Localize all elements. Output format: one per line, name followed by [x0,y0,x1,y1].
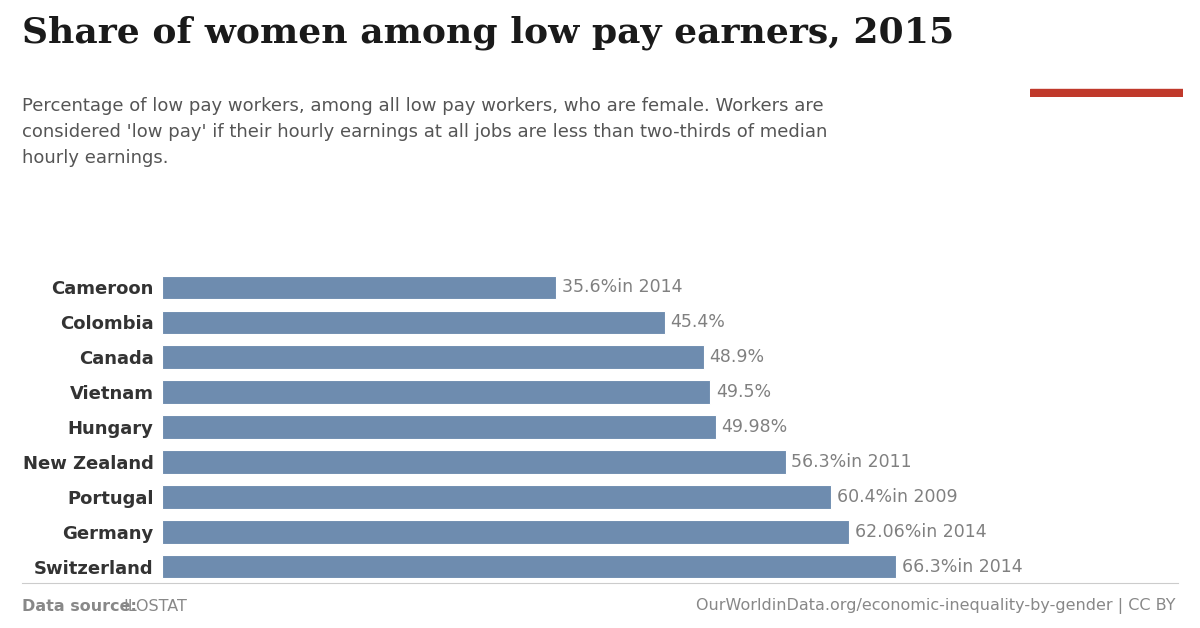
Bar [162,450,786,474]
Text: 49.98%: 49.98% [721,418,787,436]
Bar [162,485,832,509]
Bar [162,345,703,369]
Text: 45.4%: 45.4% [671,313,725,332]
Text: 48.9%: 48.9% [709,349,764,366]
Text: Percentage of low pay workers, among all low pay workers, who are female. Worker: Percentage of low pay workers, among all… [22,97,827,167]
Text: 35.6%in 2014: 35.6%in 2014 [562,278,683,296]
Bar [162,381,710,404]
Bar [162,276,557,300]
Text: 56.3%in 2011: 56.3%in 2011 [791,453,912,471]
Text: 49.5%: 49.5% [716,383,770,401]
Bar [162,310,665,334]
Text: Data source:: Data source: [22,599,142,614]
Bar [162,520,850,544]
Text: Share of women among low pay earners, 2015: Share of women among low pay earners, 20… [22,16,954,50]
Bar [162,415,715,439]
Text: ILOSTAT: ILOSTAT [124,599,187,614]
Text: Our World: Our World [1058,29,1154,47]
Bar [1030,89,1183,97]
Bar [162,555,896,578]
Text: 66.3%in 2014: 66.3%in 2014 [902,558,1022,576]
Text: 62.06%in 2014: 62.06%in 2014 [854,522,986,541]
Text: OurWorldinData.org/economic-inequality-by-gender | CC BY: OurWorldinData.org/economic-inequality-b… [696,598,1176,614]
Text: in Data: in Data [1073,56,1140,74]
Text: 60.4%in 2009: 60.4%in 2009 [836,488,958,506]
